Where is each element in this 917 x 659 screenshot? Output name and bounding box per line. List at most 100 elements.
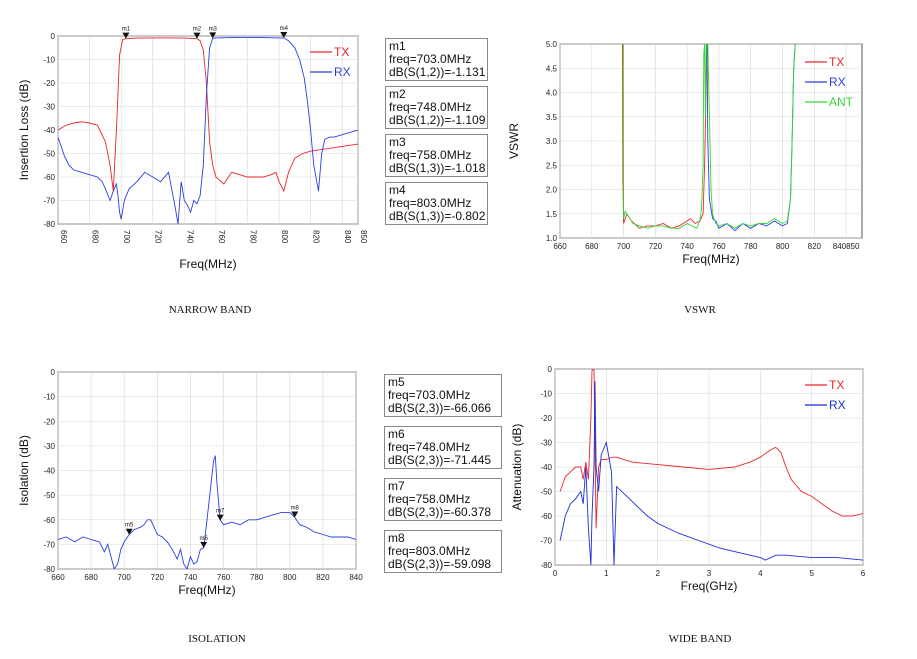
series-line-tx — [58, 37, 358, 193]
y-tick-label: 4.0 — [546, 89, 558, 98]
x-tick-label: 820 — [312, 230, 321, 244]
chart-caption: WIDE BAND — [669, 633, 732, 645]
y-axis-label: Attenuation (dB) — [510, 424, 524, 511]
marker-box-m3: m3 freq=758.0MHz dB(S(1,3))=-1.018 — [385, 134, 488, 177]
chart-narrow: 0 -10 -20 -30 -40 -50 -60 -70 -80 660 680 700 720 740… — [17, 26, 368, 316]
x-tick-label: 5 — [809, 569, 814, 578]
y-tick-label: -50 — [43, 150, 55, 159]
marker-label: m1 — [122, 27, 131, 33]
marker-label: m7 — [216, 509, 225, 515]
y-tick-label: -60 — [540, 512, 552, 521]
chart-caption: ISOLATION — [188, 633, 245, 645]
marker-box-label: m4 — [389, 183, 406, 197]
x-axis-label: Freq(MHz) — [682, 252, 739, 266]
x-tick-label: 760 — [217, 230, 226, 244]
marker-box-m1: m1 freq=703.0MHz dB(S(1,2))=-1.131 — [385, 38, 488, 81]
marker-box-m8: m8 freq=803.0MHz dB(S(2,3))=-59.098 — [384, 530, 502, 573]
marker-box-label: m3 — [389, 135, 406, 149]
legend-label-rx: RX — [334, 65, 351, 79]
marker-box-freq: freq=703.0MHz — [389, 52, 472, 66]
marker-label: m3 — [209, 26, 218, 32]
marker-box-label: m7 — [388, 479, 405, 493]
y-tick-label: 1.0 — [546, 234, 558, 243]
marker-label: m8 — [291, 506, 300, 512]
x-tick-label: 680 — [84, 573, 98, 582]
x-axis-label: Freq(MHz) — [178, 583, 235, 597]
legend-label-rx: RX — [829, 75, 846, 89]
y-tick-label: 5.0 — [546, 40, 558, 49]
y-tick-label: -60 — [43, 516, 55, 525]
y-tick-label: -10 — [43, 393, 55, 402]
x-axis-label: Freq(GHz) — [681, 579, 738, 593]
legend-label-rx: RX — [829, 398, 846, 412]
x-tick-label: 2 — [655, 569, 660, 578]
y-tick-label: 0 — [51, 32, 56, 41]
marker-box-m6: m6 freq=748.0MHz dB(S(2,3))=-71.445 — [384, 426, 502, 469]
x-tick-label: 740 — [184, 573, 198, 582]
y-tick-label: -30 — [43, 103, 55, 112]
marker-label: m6 — [200, 536, 209, 542]
marker-label: m4 — [280, 26, 289, 32]
marker-label: m5 — [125, 523, 134, 529]
series-line-tx — [559, 369, 863, 529]
marker-box-value: dB(S(2,3))=-66.066 — [388, 401, 492, 415]
y-tick-label: -20 — [540, 414, 552, 423]
x-tick-label: 760 — [217, 573, 231, 582]
y-tick-label: 0 — [51, 368, 56, 377]
y-tick-label: 4.5 — [546, 64, 558, 73]
chart-wide: 0-10-20-30-40-50-60-70-800 1 2 3 4 5 6Freq(GHz… — [510, 365, 866, 645]
marker-m5-icon — [125, 528, 133, 535]
y-tick-label: -40 — [43, 126, 55, 135]
marker-box-freq: freq=803.0MHz — [388, 544, 471, 558]
y-axis-label: Isolation (dB) — [17, 435, 31, 506]
x-tick-label: 720 — [151, 573, 165, 582]
x-tick-label: 820 — [316, 573, 330, 582]
marker-box-value: dB(S(2,3))=-59.098 — [388, 557, 492, 571]
y-tick-label: -30 — [540, 439, 552, 448]
series-line-ant — [622, 44, 796, 229]
y-tick-label: -70 — [43, 540, 55, 549]
x-tick-label: 780 — [744, 242, 758, 251]
y-tick-label: 2.0 — [546, 186, 558, 195]
marker-box-m5: m5 freq=703.0MHz dB(S(2,3))=-66.066 — [384, 374, 502, 417]
legend-label-ant: ANT — [829, 95, 854, 109]
x-tick-label: 820 — [808, 242, 822, 251]
marker-m8-icon — [291, 511, 299, 518]
x-tick-label: 740 — [680, 242, 694, 251]
y-tick-label: 3.0 — [546, 137, 558, 146]
x-tick-label: 700 — [617, 242, 631, 251]
marker-box-value: dB(S(1,2))=-1.109 — [389, 113, 486, 127]
chart-caption: VSWR — [684, 304, 716, 316]
x-tick-label: 840850 — [833, 242, 860, 251]
series-line-rx — [58, 37, 358, 224]
x-tick-label: 680 — [91, 230, 100, 244]
y-tick-label: -70 — [43, 197, 55, 206]
marker-box-value: dB(S(1,3))=-0.802 — [389, 209, 486, 223]
marker-box-m4: m4 freq=803.0MHz dB(S(1,3))=-0.802 — [385, 182, 488, 225]
y-tick-label: -80 — [43, 565, 55, 574]
marker-box-freq: freq=703.0MHz — [388, 388, 471, 402]
marker-m1-icon — [122, 32, 130, 39]
y-tick-label: 2.5 — [546, 161, 558, 170]
marker-box-freq: freq=803.0MHz — [389, 196, 472, 210]
y-tick-label: -10 — [540, 390, 552, 399]
y-tick-label: -40 — [540, 463, 552, 472]
y-tick-label: -40 — [43, 467, 55, 476]
y-tick-label: -20 — [43, 79, 55, 88]
marker-m2-icon — [193, 32, 201, 39]
x-tick-label: 720 — [154, 230, 163, 244]
marker-box-m7: m7 freq=758.0MHz dB(S(2,3))=-60.378 — [384, 478, 502, 521]
marker-box-label: m2 — [389, 87, 406, 101]
y-tick-label: -10 — [43, 56, 55, 65]
y-tick-label: -80 — [43, 220, 55, 229]
legend-label-tx: TX — [829, 55, 844, 69]
y-tick-label: 3.5 — [546, 113, 558, 122]
x-tick-label: 780 — [248, 230, 257, 244]
marker-box-freq: freq=758.0MHz — [389, 148, 472, 162]
x-tick-label: 700 — [122, 230, 131, 244]
marker-box-label: m6 — [388, 427, 405, 441]
marker-box-label: m5 — [388, 375, 405, 389]
x-tick-label: 4 — [758, 569, 763, 578]
